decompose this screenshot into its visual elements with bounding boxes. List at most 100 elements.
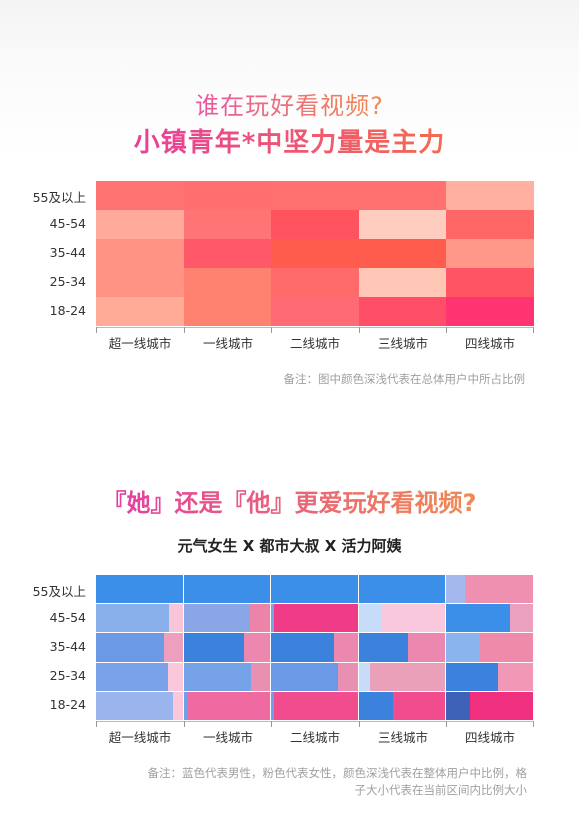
x-tick — [184, 327, 185, 333]
female-segment — [498, 662, 533, 691]
heatmap-cell — [96, 210, 184, 239]
heatmap-cell — [359, 297, 446, 326]
female-segment — [338, 662, 358, 691]
x-tick — [96, 327, 97, 333]
male-segment — [446, 604, 510, 633]
heatmap-cell — [446, 297, 534, 326]
y-tick-label: 18-24 — [49, 697, 86, 713]
x-tick — [271, 721, 272, 727]
x-tick-label: 三线城市 — [377, 336, 428, 351]
heatmap-cell — [271, 239, 359, 268]
heatmap-cell — [184, 181, 271, 210]
x-axis-line — [96, 327, 534, 328]
female-segment — [408, 633, 445, 662]
male-segment — [184, 604, 250, 633]
female-segment — [169, 604, 183, 633]
female-segment — [251, 662, 270, 691]
chart2-title: 『她』还是『他』更爱玩好看视频? — [102, 489, 477, 517]
chart1-subtitle: 小镇青年*中坚力量是主力 — [133, 128, 446, 158]
male-segment — [271, 575, 358, 604]
x-tick — [271, 327, 272, 333]
y-tick-label: 45-54 — [49, 215, 86, 231]
heatmap-cell — [271, 181, 359, 210]
x-tick — [184, 721, 185, 727]
male-segment — [271, 662, 338, 691]
x-tick — [359, 721, 360, 727]
y-tick-label: 45-54 — [49, 609, 86, 625]
male-segment — [359, 604, 382, 633]
y-tick-label: 25-34 — [49, 273, 86, 289]
city-age-heatmap — [96, 181, 534, 326]
heatmap-cell — [96, 268, 184, 297]
y-tick-label: 25-34 — [49, 668, 86, 684]
chart2-note-line1: 备注：蓝色代表男性，粉色代表女性，颜色深浅代表在整体用户中比例，格 — [147, 766, 528, 780]
heatmap-cell — [446, 181, 534, 210]
x-tick-label: 一线城市 — [202, 730, 253, 745]
male-segment — [96, 662, 168, 691]
male-segment — [184, 633, 244, 662]
heatmap-cell — [184, 210, 271, 239]
heatmap-cell — [271, 268, 359, 297]
female-segment — [274, 604, 358, 633]
female-segment — [382, 604, 445, 633]
male-segment — [184, 575, 270, 604]
heatmap-cell — [359, 181, 446, 210]
female-segment — [250, 604, 270, 633]
heatmap-cell — [184, 239, 271, 268]
chart2-note: 备注：蓝色代表男性，粉色代表女性，颜色深浅代表在整体用户中比例，格 子大小代表在… — [57, 765, 528, 799]
male-segment — [359, 633, 408, 662]
y-tick-label: 35-44 — [49, 639, 86, 654]
x-tick — [533, 327, 534, 333]
y-tick-label: 18-24 — [49, 302, 86, 318]
x-tick-label: 三线城市 — [377, 730, 428, 745]
x-tick-label: 超一线城市 — [108, 730, 172, 745]
heatmap-cell — [446, 239, 534, 268]
heatmap-cell — [446, 268, 534, 297]
chart2-note-line2: 子大小代表在当前区间内比例大小 — [354, 783, 528, 797]
x-tick — [533, 721, 534, 727]
male-segment — [271, 633, 334, 662]
male-segment — [359, 691, 393, 720]
male-segment — [446, 662, 498, 691]
heatmap-cell — [96, 297, 184, 326]
male-segment — [359, 575, 445, 604]
heatmap-cell — [359, 239, 446, 268]
x-tick — [446, 721, 447, 727]
x-tick-label: 二线城市 — [289, 730, 340, 745]
female-segment — [164, 633, 183, 662]
male-segment — [184, 691, 187, 720]
male-segment — [96, 633, 164, 662]
x-tick-label: 四线城市 — [464, 730, 515, 745]
male-segment — [359, 662, 370, 691]
female-segment — [465, 575, 533, 604]
x-tick-label: 一线城市 — [202, 336, 253, 351]
heatmap-cell — [271, 297, 359, 326]
heatmap-cell — [184, 297, 271, 326]
x-axis-line — [96, 721, 534, 722]
female-segment — [168, 662, 183, 691]
male-segment — [446, 633, 480, 662]
heatmap-cell — [96, 239, 184, 268]
male-segment — [96, 604, 169, 633]
x-tick-label: 超一线城市 — [108, 336, 172, 351]
x-tick — [446, 327, 447, 333]
chart1-note: 备注：图中颜色深浅代表在总体用户中所占比例 — [283, 372, 526, 386]
heatmap-cell — [359, 268, 446, 297]
female-segment — [510, 604, 533, 633]
female-segment — [274, 691, 358, 720]
heatmap-cell — [271, 210, 359, 239]
x-tick-label: 二线城市 — [289, 336, 340, 351]
heatmap-cell — [184, 268, 271, 297]
female-segment — [334, 633, 358, 662]
female-segment — [480, 633, 533, 662]
y-tick-label: 35-44 — [49, 244, 86, 260]
y-tick-label: 55及以上 — [32, 189, 86, 205]
male-segment — [446, 575, 465, 604]
heatmap-cell — [96, 181, 184, 210]
male-segment — [96, 575, 183, 604]
male-segment — [184, 662, 251, 691]
heatmap-cell — [446, 210, 534, 239]
male-segment — [271, 604, 274, 633]
y-tick-label: 55及以上 — [32, 583, 86, 599]
female-segment — [187, 691, 270, 720]
